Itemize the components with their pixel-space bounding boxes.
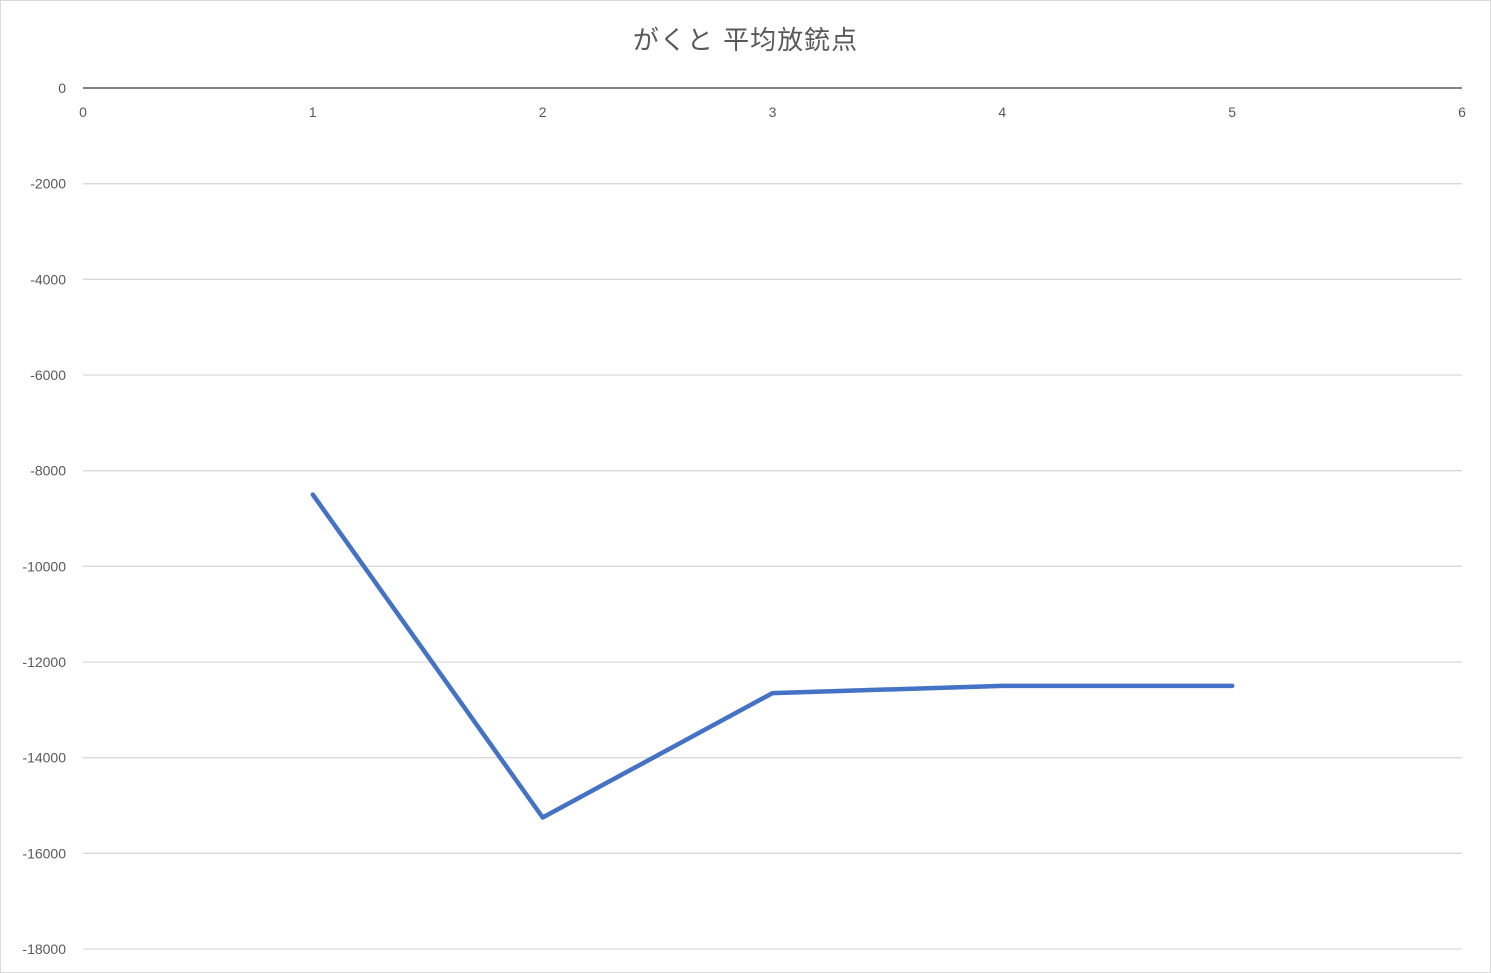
x-tick-label: 4	[998, 104, 1006, 120]
y-tick-label: -4000	[30, 271, 66, 287]
y-tick-label: -18000	[22, 941, 66, 957]
y-tick-label: -6000	[30, 367, 66, 383]
y-tick-label: -16000	[22, 845, 66, 861]
x-tick-label: 5	[1228, 104, 1236, 120]
x-tick-label: 0	[79, 104, 87, 120]
y-tick-label: -14000	[22, 750, 66, 766]
series-lines	[310, 492, 1235, 820]
chart-title: がくと 平均放銃点	[632, 26, 859, 56]
x-tick-label: 6	[1458, 104, 1466, 120]
y-tick-label: 0	[58, 80, 66, 96]
grid-lines	[83, 183, 1462, 950]
y-tick-label: -8000	[30, 463, 66, 479]
x-tick-label: 2	[539, 104, 547, 120]
y-tick-labels: 0 -2000 -4000 -6000 -8000 -10000 -12000 -14000 -…	[22, 80, 66, 957]
y-tick-label: -10000	[22, 558, 66, 574]
x-tick-label: 3	[769, 104, 777, 120]
x-tick-labels: 0 1 2 3 4 5 6	[79, 104, 1466, 120]
y-tick-label: -12000	[22, 654, 66, 670]
y-tick-label: -2000	[30, 176, 66, 192]
x-tick-label: 1	[309, 104, 317, 120]
series-line	[310, 492, 1235, 820]
